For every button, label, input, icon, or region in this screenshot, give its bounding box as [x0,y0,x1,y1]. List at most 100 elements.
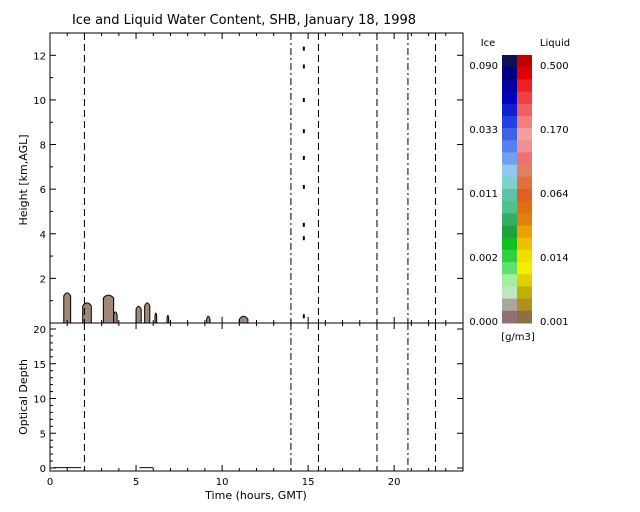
ice-color-swatch-21 [502,310,517,324]
chart-title: Ice and Liquid Water Content, SHB, Janua… [72,13,416,28]
ice-color-swatch-1 [502,67,517,80]
liquid-color-swatch-3 [517,91,532,105]
ice-tick-label-0: 0.090 [469,61,498,72]
ice-color-swatch-3 [502,91,517,105]
liquid-color-swatch-10 [517,176,532,190]
ice-tick-label-2: 0.011 [469,189,498,200]
bottom-y-tick-label-0: 0 [40,464,46,475]
liquid-color-swatch-0 [517,55,532,68]
liquid-color-swatch-15 [517,237,532,251]
ice-color-swatch-7 [502,140,517,153]
liquid-tick-label-0: 0.500 [540,61,569,72]
liquid-color-swatch-12 [517,201,532,214]
cloud-dot-0 [302,46,305,51]
liquid-tick-label-2: 0.064 [540,189,569,200]
liquid-color-swatch-9 [517,164,532,178]
ice-color-swatch-6 [502,128,517,141]
cloud-dot-5 [302,184,305,189]
top-plot-frame [49,32,464,324]
x-tick-label-2: 10 [216,477,229,488]
x-axis-label: Time (hours, GMT) [204,489,307,502]
liquid-color-swatch-11 [517,189,532,202]
top-axis-ticks: 2 4 6 8 10 12 [33,32,463,323]
ice-color-swatch-17 [502,262,517,275]
ice-color-swatch-10 [502,176,517,190]
liquid-color-swatch-18 [517,274,532,287]
cloud-region-1 [82,302,92,324]
liquid-color-swatch-20 [517,298,532,312]
cloud-dot-7 [302,236,305,241]
ice-color-swatch-9 [502,164,517,178]
cloud-dot-6 [302,222,305,227]
ice-color-swatch-4 [502,103,517,117]
cloud-region-3 [113,311,118,324]
ice-tick-label-1: 0.033 [469,125,498,136]
liquid-color-swatch-5 [517,115,532,129]
cloud-marks [63,46,305,324]
bottom-y-axis-label: Optical Depth [17,359,30,435]
water-content-panel: 2 4 6 8 10 12 Height [km,AGL] [17,32,464,324]
x-tick-label-0: 0 [47,477,53,488]
cloud-dot-3 [302,129,305,134]
top-y-tick-label-2: 6 [40,185,46,196]
top-y-tick-label-5: 12 [33,51,46,62]
bottom-axis-ticks: 0 5 10 15 20 0 5 10 15 20 [33,323,463,488]
cloud-dot-2 [302,97,305,102]
ice-color-swatch-13 [502,213,517,227]
bottom-vertical-lines [83,323,436,471]
x-tick-label-1: 5 [133,477,139,488]
cloud-region-6 [154,312,158,324]
ice-colorbar-title: Ice [481,38,496,49]
ice-color-swatch-20 [502,298,517,312]
ice-color-swatch-11 [502,189,517,202]
cloud-region-9 [238,315,249,324]
liquid-color-swatch-14 [517,225,532,239]
ice-tick-label-4: 0.000 [469,317,498,328]
top-y-tick-label-1: 4 [40,230,46,241]
ice-color-swatch-0 [502,55,517,68]
bottom-plot-frame [49,322,464,472]
ice-tick-label-3: 0.002 [469,253,498,264]
x-tick-label-4: 20 [388,477,401,488]
top-y-tick-label-4: 10 [33,96,46,107]
ice-color-swatch-15 [502,237,517,251]
cloud-dot-4 [302,155,305,160]
cloud-region-5 [144,302,151,324]
cloud-region-0 [63,292,72,324]
colorbar-tick-labels: 0.090 0.500 0.033 0.170 0.011 0.064 0.002 0.014… [469,61,568,328]
liquid-colorbar-title: Liquid [540,38,570,49]
liquid-color-swatch-2 [517,79,532,93]
liquid-color-swatch-16 [517,249,532,263]
liquid-color-scale [517,55,532,324]
liquid-color-swatch-13 [517,213,532,227]
cloud-region-8 [206,315,211,324]
liquid-tick-label-4: 0.001 [540,317,569,328]
ice-color-swatch-5 [502,115,517,129]
ice-color-swatch-2 [502,79,517,93]
x-tick-label-3: 15 [302,477,315,488]
liquid-color-swatch-6 [517,128,532,141]
ice-color-swatch-8 [502,152,517,166]
ice-color-swatch-16 [502,249,517,263]
liquid-color-swatch-4 [517,103,532,117]
top-y-tick-label-0: 2 [40,274,46,285]
cloud-region-7 [166,314,170,324]
ice-color-swatch-19 [502,286,517,300]
bottom-y-tick-label-1: 5 [40,429,46,440]
cloud-dot-8 [302,314,305,319]
cloud-region-2 [102,294,115,324]
liquid-color-swatch-1 [517,67,532,80]
liquid-tick-label-1: 0.170 [540,125,569,136]
cloud-region-4 [135,305,142,324]
liquid-color-swatch-21 [517,310,532,324]
bottom-y-tick-label-2: 10 [33,395,46,406]
liquid-color-swatch-7 [517,140,532,153]
optical-depth-panel: 0 5 10 15 20 0 5 10 15 20 Optical Depth Time (hou… [17,322,464,502]
top-y-tick-label-3: 8 [40,141,46,152]
top-vertical-lines [83,33,436,323]
ice-color-scale [502,55,517,324]
top-y-axis-label: Height [km,AGL] [17,134,30,225]
liquid-tick-label-3: 0.014 [540,253,569,264]
ice-color-swatch-12 [502,201,517,214]
